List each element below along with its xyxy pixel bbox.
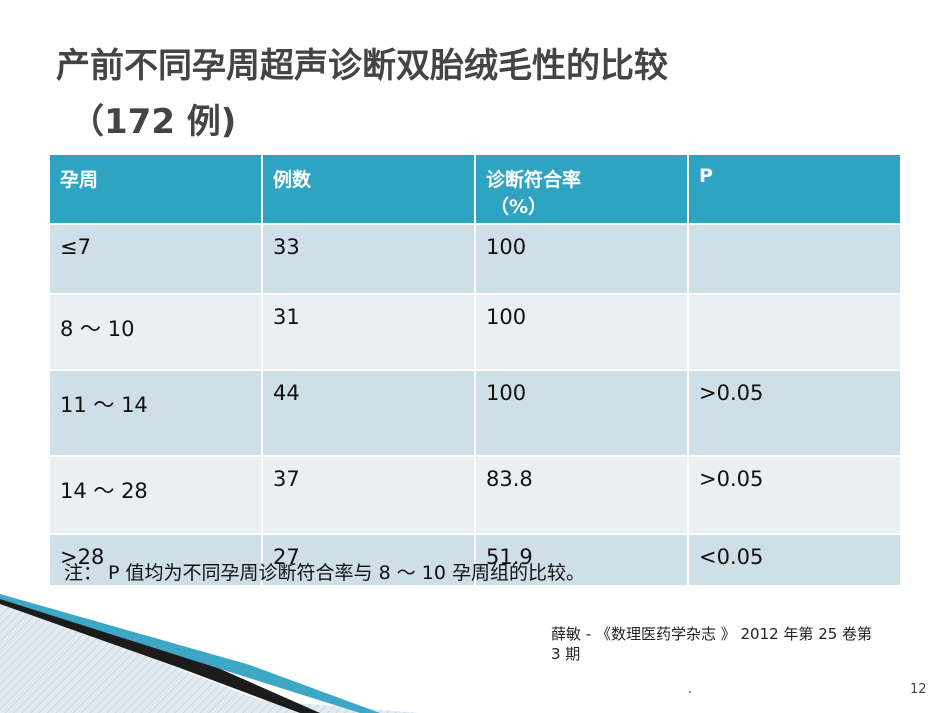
table-cell: 8 ～ 10 — [48, 293, 263, 371]
header-cell: P — [687, 153, 902, 225]
table-cell: 100 — [474, 293, 689, 371]
title-line: （172 例) — [70, 102, 237, 142]
page-number: 12 — [910, 682, 927, 697]
table-row: 8 ～ 10 31 100 — [48, 293, 902, 371]
table-cell: 44 — [261, 369, 476, 457]
header-text: 诊断符合率 — [486, 169, 582, 191]
table-row: 11 ～ 14 44 100 >0.05 — [48, 369, 902, 457]
table-cell: 14 ～ 28 — [48, 455, 263, 535]
footer-dot: . — [688, 682, 693, 697]
table-row: ≤7 33 100 — [48, 223, 902, 295]
table-cell — [687, 293, 902, 371]
table-cell: 31 — [261, 293, 476, 371]
table-cell: 37 — [261, 455, 476, 535]
citation: 薛敏 - 《数理医药学杂志 》 2012 年第 25 卷第 3 期 — [551, 624, 872, 664]
table-cell: ≤7 — [48, 223, 263, 295]
table-row: 14 ～ 28 37 83.8 >0.05 — [48, 455, 902, 535]
table-cell: <0.05 — [687, 533, 902, 587]
citation-line: 3 期 — [551, 645, 581, 663]
header-text: P — [699, 165, 713, 187]
table-cell: 51.9 — [474, 533, 689, 587]
table-cell: 83.8 — [474, 455, 689, 535]
table-cell: 100 — [474, 223, 689, 295]
table-cell: 33 — [261, 223, 476, 295]
title-line: 产前不同孕周超声诊断双胎绒毛性的比较 — [56, 46, 668, 86]
table-cell: >0.05 — [687, 369, 902, 457]
table-cell: 27 — [261, 533, 476, 587]
header-cell: 诊断符合率 （%） — [474, 153, 689, 225]
header-text: 例数 — [273, 169, 312, 191]
header-cell: 孕周 — [48, 153, 263, 225]
decoration — [0, 594, 420, 713]
table-cell: >0.05 — [687, 455, 902, 535]
header-cell: 例数 — [261, 153, 476, 225]
table-cell: >28 — [48, 533, 263, 587]
header-text: 孕周 — [60, 169, 99, 191]
table-row: >28 27 51.9 <0.05 — [48, 533, 902, 587]
table-cell: 100 — [474, 369, 689, 457]
data-table: 孕周 例数 诊断符合率 （%） P ≤7 33 100 8 ～ 10 31 100 11 ～ … — [48, 153, 902, 587]
table-cell: 11 ～ 14 — [48, 369, 263, 457]
citation-line: 薛敏 - 《数理医药学杂志 》 2012 年第 25 卷第 — [551, 625, 873, 643]
title: 产前不同孕周超声诊断双胎绒毛性的比较 （172 例) — [56, 38, 668, 150]
table-cell — [687, 223, 902, 295]
header-row: 孕周 例数 诊断符合率 （%） P — [48, 153, 902, 225]
note: 注： P 值均为不同孕周诊断符合率与 8 ～ 10 孕周组的比较。 — [64, 562, 585, 584]
header-text: （%） — [490, 196, 548, 218]
